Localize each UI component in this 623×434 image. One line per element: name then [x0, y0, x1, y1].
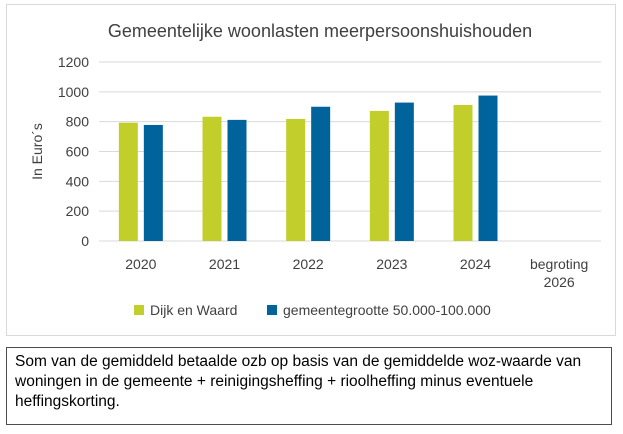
chart-title: Gemeentelijke woonlasten meerpersoonshui…: [108, 21, 532, 41]
y-tick-label: 600: [66, 144, 90, 160]
legend-swatch: [134, 305, 144, 315]
footnote-text: Som van de gemiddeld betaalde ozb op bas…: [15, 353, 582, 410]
bar-chart: Gemeentelijke woonlasten meerpersoonshui…: [29, 21, 601, 318]
footnote-box: Som van de gemiddeld betaalde ozb op bas…: [6, 347, 612, 425]
bar-gemeentegrootte-2022: [311, 106, 331, 241]
bar-dijk-en-waard-2021: [202, 116, 222, 241]
x-tick-label: 2021: [209, 256, 240, 272]
bar-dijk-en-waard-2023: [369, 110, 389, 241]
y-tick-label: 800: [66, 114, 90, 130]
x-tick-label: 2024: [460, 256, 491, 272]
x-tick-label: 2022: [293, 256, 324, 272]
bar-gemeentegrootte-2023: [394, 102, 414, 241]
legend-label: Dijk en Waard: [150, 302, 237, 318]
bar-dijk-en-waard-2024: [453, 104, 473, 242]
y-tick-label: 400: [66, 173, 90, 189]
bar-dijk-en-waard-2022: [286, 118, 306, 241]
chart-container: Gemeentelijke woonlasten meerpersoonshui…: [6, 4, 616, 336]
y-tick-label: 200: [66, 203, 90, 219]
y-tick-label: 1000: [58, 84, 89, 100]
y-axis-label: In Euro´s: [29, 123, 45, 180]
legend-swatch: [267, 305, 277, 315]
x-tick-label: begroting 2026: [530, 256, 588, 290]
legend-label: gemeentegrootte 50.000-100.000: [283, 302, 491, 318]
x-tick-label: 2023: [376, 256, 407, 272]
bar-dijk-en-waard-2020: [118, 122, 138, 241]
bar-gemeentegrootte-2024: [478, 95, 498, 241]
y-tick-label: 1200: [58, 54, 89, 70]
bar-gemeentegrootte-2020: [143, 124, 163, 241]
bar-gemeentegrootte-2021: [227, 119, 247, 241]
y-tick-label: 0: [81, 233, 89, 249]
x-tick-label: 2020: [125, 256, 156, 272]
